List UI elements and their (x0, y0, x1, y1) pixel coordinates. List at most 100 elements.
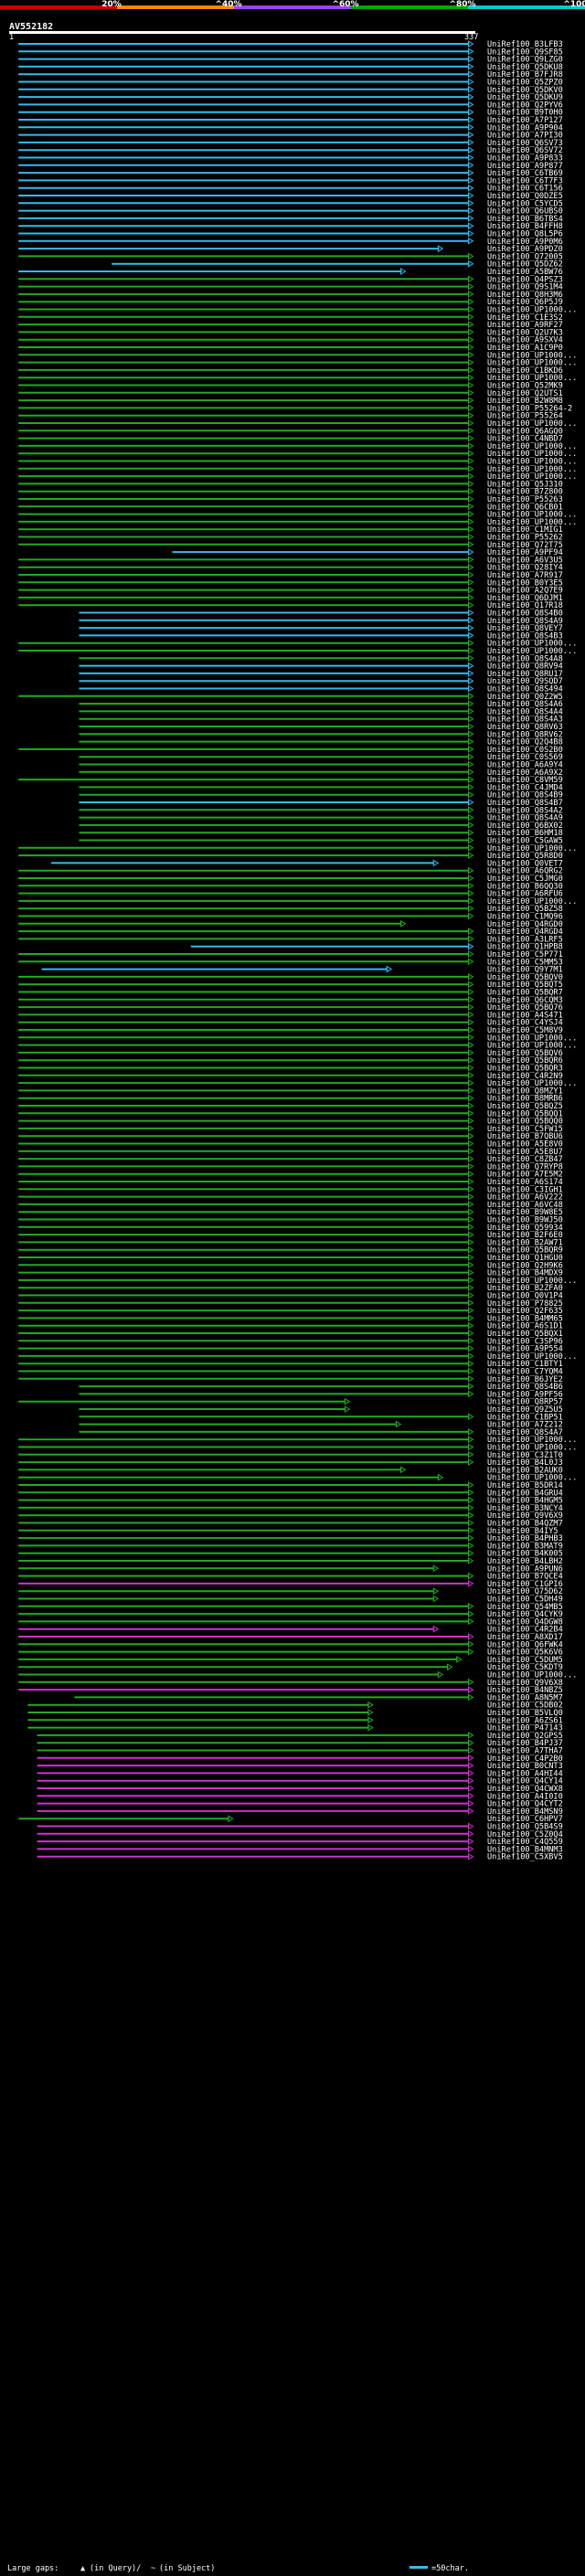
hit-label[interactable]: UniRef100_B6HM18 (487, 829, 563, 838)
hit-row[interactable]: UniRef100_C3SP96 (18, 1337, 563, 1346)
hit-label[interactable]: UniRef100_UP1000... (487, 1671, 577, 1680)
hit-row[interactable]: UniRef100_A9RF27 (18, 321, 563, 330)
hit-label[interactable]: UniRef100_A1C9P0 (487, 344, 563, 353)
hit-row[interactable]: UniRef100_A7THA7 (37, 1747, 563, 1756)
hit-label[interactable]: UniRef100_A7R917 (487, 571, 563, 580)
hit-row[interactable]: UniRef100_C6TB69 (18, 169, 563, 178)
hit-label[interactable]: UniRef100_B0Y3E5 (487, 578, 563, 588)
hit-label[interactable]: UniRef100_C5M8V9 (487, 1026, 563, 1035)
hit-label[interactable]: UniRef100_Q8H3M6 (487, 291, 563, 300)
hit-label[interactable]: UniRef100_C5MM53 (487, 958, 563, 967)
hit-label[interactable]: UniRef100_B4MNM3 (487, 1845, 563, 1854)
hit-label[interactable]: UniRef100_B7FJR8 (487, 70, 563, 80)
hit-label[interactable]: UniRef100_UP1000... (487, 640, 577, 649)
hit-label[interactable]: UniRef100_C6TB69 (487, 169, 563, 178)
hit-row[interactable]: UniRef100_UP1000... (18, 442, 577, 451)
hit-row[interactable]: UniRef100_Q8S4B6 (79, 1383, 563, 1392)
hit-label[interactable]: UniRef100_C8VM59 (487, 776, 563, 785)
hit-label[interactable]: UniRef100_Q1HGU0 (487, 1254, 563, 1263)
hit-row[interactable]: UniRef100_A9PF94 (172, 548, 563, 557)
hit-row[interactable]: UniRef100_Q5R8D0 (18, 852, 563, 861)
hit-row[interactable]: UniRef100_A5E8U7 (18, 1148, 563, 1157)
hit-row[interactable]: UniRef100_B6HM18 (79, 829, 563, 838)
hit-label[interactable]: UniRef100_UP1000... (487, 1042, 577, 1051)
hit-label[interactable]: UniRef100_C5GAW5 (487, 837, 563, 846)
hit-label[interactable]: UniRef100_Q7RYP8 (487, 1162, 563, 1171)
hit-label[interactable]: UniRef100_Q4PSZ3 (487, 275, 563, 284)
hit-label[interactable]: UniRef100_UP1000... (487, 472, 577, 482)
hit-row[interactable]: UniRef100_C5GAW5 (79, 837, 563, 846)
hit-label[interactable]: UniRef100_C5DH49 (487, 1595, 563, 1605)
hit-label[interactable]: UniRef100_A7PI30 (487, 132, 563, 141)
hit-label[interactable]: UniRef100_B0CNT3 (487, 1762, 563, 1771)
hit-label[interactable]: UniRef100_A6S1D1 (487, 1322, 563, 1331)
hit-row[interactable]: UniRef100_Q5BQZ5 (18, 1102, 563, 1111)
hit-label[interactable]: UniRef100_B4PHB3 (487, 1534, 563, 1543)
hit-row[interactable]: UniRef100_Q0VET7 (50, 859, 563, 868)
hit-row[interactable]: UniRef100_UP1000... (18, 450, 577, 459)
hit-label[interactable]: UniRef100_Q5DZ62 (487, 260, 563, 270)
hit-row[interactable]: UniRef100_B6QQ30 (18, 882, 563, 891)
hit-label[interactable]: UniRef100_Q2UTS1 (487, 389, 563, 398)
hit-row[interactable]: UniRef100_UP1000... (18, 1436, 577, 1445)
hit-label[interactable]: UniRef100_Q5DKU8 (487, 63, 563, 72)
hit-row[interactable]: UniRef100_C6HPV7 (18, 1815, 563, 1824)
hit-row[interactable]: UniRef100_A1C9P0 (18, 344, 563, 353)
hit-row[interactable]: UniRef100_Q8S4A4 (79, 707, 563, 716)
hit-label[interactable]: UniRef100_UP1000... (487, 1079, 577, 1088)
hit-label[interactable]: UniRef100_Q5B4S9 (487, 1823, 563, 1832)
hit-label[interactable]: UniRef100_A9SXV4 (487, 336, 563, 345)
hit-row[interactable]: UniRef100_C8VM59 (18, 776, 563, 785)
hit-label[interactable]: UniRef100_UP1000... (487, 1436, 577, 1445)
hit-row[interactable]: UniRef100_C3Z1T0 (18, 1451, 563, 1460)
hit-label[interactable]: UniRef100_C5JMG0 (487, 875, 563, 884)
hit-row[interactable]: UniRef100_A8XD17 (18, 1633, 563, 1642)
hit-label[interactable]: UniRef100_UP1000... (487, 1444, 577, 1453)
hit-row[interactable]: UniRef100_Q8H3M6 (18, 291, 563, 300)
hit-label[interactable]: UniRef100_A6A9Y4 (487, 761, 563, 770)
hit-row[interactable]: UniRef100_C3IGH1 (18, 1185, 563, 1194)
hit-row[interactable]: UniRef100_Q0V1P4 (18, 1292, 563, 1301)
hit-label[interactable]: UniRef100_B2AW71 (487, 1238, 563, 1247)
hit-label[interactable]: UniRef100_UP1000... (487, 1034, 577, 1043)
hit-label[interactable]: UniRef100_A9PDZ0 (487, 245, 563, 254)
hit-label[interactable]: UniRef100_C5KDT9 (487, 1663, 563, 1672)
hit-label[interactable]: UniRef100_A8XD17 (487, 1633, 563, 1642)
hit-label[interactable]: UniRef100_Q5BQT5 (487, 981, 563, 990)
hit-label[interactable]: UniRef100_Q5R8D0 (487, 852, 563, 861)
hit-row[interactable]: UniRef100_Q5BQT5 (18, 981, 563, 990)
hit-row[interactable]: UniRef100_A7Z212 (79, 1421, 563, 1430)
hit-label[interactable]: UniRef100_B4HGM5 (487, 1497, 563, 1506)
hit-label[interactable]: UniRef100_C0S2B0 (487, 746, 563, 755)
hit-row[interactable]: UniRef100_UP1000... (18, 374, 577, 383)
hit-label[interactable]: UniRef100_C5DB02 (487, 1701, 563, 1711)
hit-label[interactable]: UniRef100_Q6FWK4 (487, 1640, 563, 1649)
hit-row[interactable]: UniRef100_Q4RGD4 (18, 928, 563, 937)
hit-row[interactable]: UniRef100_Q2GPS5 (37, 1732, 563, 1741)
hit-row[interactable]: UniRef100_Q9LZG0 (18, 56, 563, 65)
hit-label[interactable]: UniRef100_B2F6E0 (487, 1231, 563, 1240)
hit-label[interactable]: UniRef100_UP1000... (487, 465, 577, 474)
hit-label[interactable]: UniRef100_B4MDX9 (487, 1269, 563, 1278)
hit-label[interactable]: UniRef100_Q8S4A4 (487, 707, 563, 716)
hit-row[interactable]: UniRef100_A9P833 (18, 154, 563, 164)
hit-label[interactable]: UniRef100_C6T7F3 (487, 176, 563, 186)
hit-label[interactable]: UniRef100_B4LBH2 (487, 1557, 563, 1566)
hit-label[interactable]: UniRef100_Q6BX02 (487, 822, 563, 831)
hit-label[interactable]: UniRef100_Q9V6X8 (487, 1679, 563, 1688)
hit-label[interactable]: UniRef100_Q5BQR9 (487, 1246, 563, 1256)
hit-label[interactable]: UniRef100_Q6AGQ0 (487, 427, 563, 436)
hit-label[interactable]: UniRef100_A9P877 (487, 162, 563, 171)
hit-label[interactable]: UniRef100_Q2H9K6 (487, 1261, 563, 1270)
hit-label[interactable]: UniRef100_A6A9X2 (487, 769, 563, 778)
hit-row[interactable]: UniRef100_Q72T75 (18, 541, 563, 550)
hit-label[interactable]: UniRef100_B3NCY4 (487, 1504, 563, 1513)
hit-row[interactable]: UniRef100_B4MNM3 (37, 1845, 563, 1854)
hit-label[interactable]: UniRef100_A9RF27 (487, 321, 563, 330)
hit-label[interactable]: UniRef100_Q5DKV0 (487, 86, 563, 95)
hit-row[interactable]: UniRef100_B8MRB6 (18, 1095, 563, 1104)
hit-row[interactable]: UniRef100_Q2Q4B8 (79, 738, 563, 747)
hit-row[interactable]: UniRef100_Q2F635 (18, 1307, 563, 1316)
hit-label[interactable]: UniRef100_B8MRB6 (487, 1095, 563, 1104)
hit-row[interactable]: UniRef100_B9WJ50 (18, 1216, 563, 1225)
